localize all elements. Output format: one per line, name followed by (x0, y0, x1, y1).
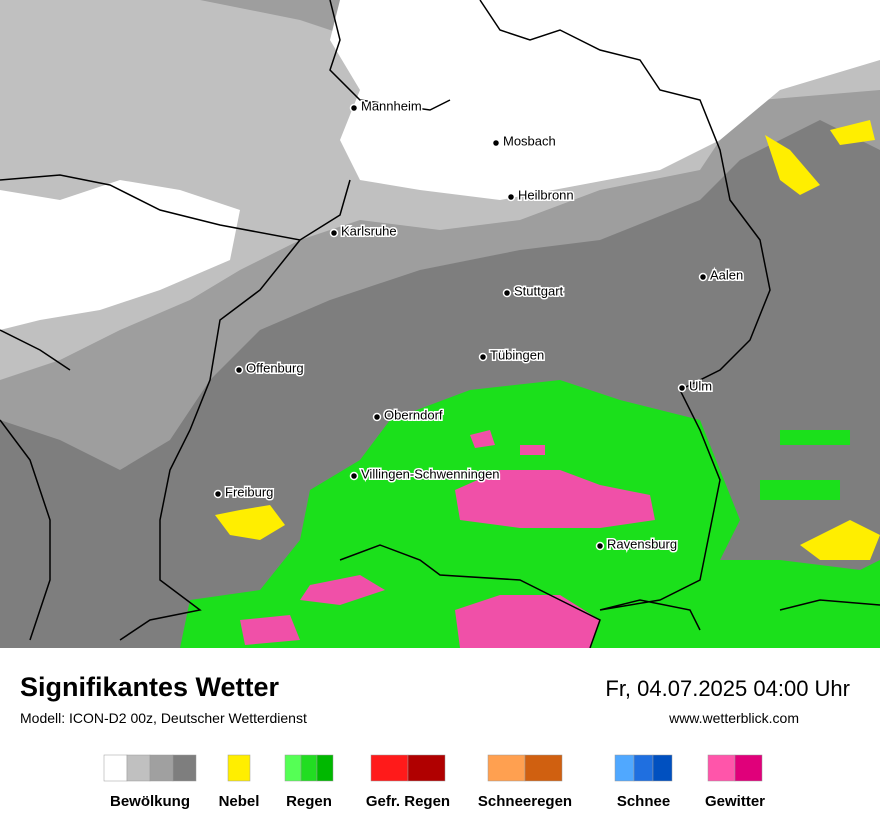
city-label: Ulm (689, 378, 712, 393)
city: Mosbach (491, 132, 557, 150)
thunderstorm-area (240, 430, 655, 648)
legend-swatch (227, 754, 251, 782)
weather-map: Mannheim Mosbach Heilbronn Karlsruhe Aalen St… (0, 0, 880, 648)
city: Ulm (677, 377, 714, 395)
legend-swatch (284, 754, 302, 782)
model: Modell: ICON-D2 00z, Deutscher Wetterdie… (20, 710, 307, 726)
legend-swatch (734, 754, 763, 782)
city: Oberndorf (372, 406, 444, 424)
rain-area-east (760, 430, 850, 500)
website: www.wetterblick.com (669, 710, 799, 726)
city-label: Freiburg (225, 484, 273, 499)
legend-swatch (126, 754, 151, 782)
city-dot (595, 541, 605, 551)
city-dot (698, 272, 708, 282)
cloud-clear (330, 0, 880, 200)
city-dot (234, 365, 244, 375)
legend: Bewölkung Nebel Regen Gefr. Regen Schneerege… (103, 754, 765, 810)
city-label: Karlsruhe (341, 223, 397, 238)
city-dot (478, 352, 488, 362)
legend-label: Gefr. Regen (366, 793, 450, 810)
city-label: Aalen (710, 267, 743, 282)
city-dot (349, 103, 359, 113)
city-label: Villingen-Schwenningen (361, 466, 500, 481)
city: Freiburg (213, 483, 275, 501)
city-dot (677, 383, 687, 393)
footer: Signifikantes Wetter Modell: ICON-D2 00z… (0, 648, 880, 830)
city: Tübingen (478, 346, 546, 364)
legend-label: Gewitter (705, 793, 765, 810)
city: Mannheim (349, 97, 423, 115)
city-dot (349, 471, 359, 481)
legend-swatch (707, 754, 736, 782)
legend-swatch (149, 754, 174, 782)
city-dot (506, 192, 516, 202)
legend-swatch (172, 754, 197, 782)
legend-label: Schneeregen (478, 793, 572, 810)
city-label: Mosbach (503, 133, 556, 148)
city-label: Oberndorf (384, 407, 443, 422)
city-label: Mannheim (361, 98, 422, 113)
legend-label: Bewölkung (110, 793, 190, 810)
title: Signifikantes Wetter (20, 672, 280, 702)
legend-swatch (316, 754, 334, 782)
city: Ravensburg (595, 535, 679, 553)
legend-swatch (407, 754, 446, 782)
city-label: Heilbronn (518, 187, 574, 202)
legend-label: Regen (286, 793, 332, 810)
legend-label: Schnee (617, 793, 670, 810)
legend-swatch (524, 754, 563, 782)
legend-swatch (652, 754, 673, 782)
datetime: Fr, 04.07.2025 04:00 Uhr (605, 676, 850, 701)
legend-swatch (487, 754, 526, 782)
city-dot (372, 412, 382, 422)
city-dot (329, 228, 339, 238)
legend-swatch (614, 754, 635, 782)
legend-swatch (633, 754, 654, 782)
legend-swatch (300, 754, 318, 782)
city-label: Tübingen (490, 347, 544, 362)
legend-swatch (370, 754, 409, 782)
city-label: Stuttgart (514, 283, 564, 298)
city: Karlsruhe (329, 222, 398, 240)
city: Stuttgart (502, 282, 565, 300)
city-dot (213, 489, 223, 499)
cloud-clear-west (0, 180, 240, 330)
city-dot (502, 288, 512, 298)
city-label: Ravensburg (607, 536, 677, 551)
city-label: Offenburg (246, 360, 304, 375)
borders (0, 0, 880, 648)
city-dot (491, 138, 501, 148)
city: Aalen (698, 266, 745, 284)
city: Offenburg (234, 359, 305, 377)
city: Villingen-Schwenningen (349, 465, 501, 483)
legend-label: Nebel (219, 793, 260, 810)
city: Heilbronn (506, 186, 575, 204)
legend-swatch (103, 754, 128, 782)
